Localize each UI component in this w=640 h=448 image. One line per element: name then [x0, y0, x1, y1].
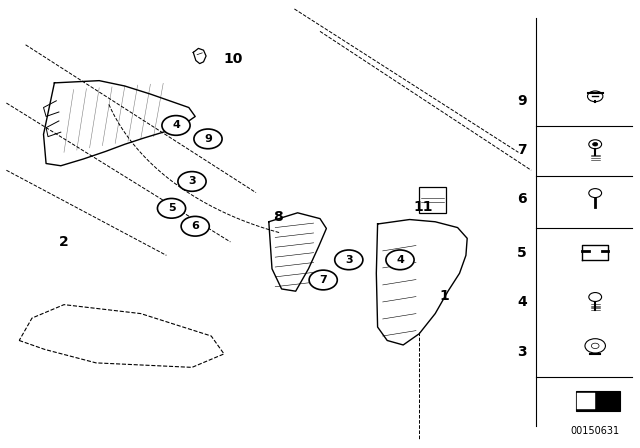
Text: 6: 6 — [517, 192, 527, 207]
Text: 4: 4 — [517, 295, 527, 310]
Text: 5: 5 — [168, 203, 175, 213]
Bar — [576, 391, 620, 411]
Circle shape — [157, 198, 186, 218]
Text: 2: 2 — [59, 235, 69, 249]
Circle shape — [194, 129, 222, 149]
Text: 4: 4 — [172, 121, 180, 130]
Text: 5: 5 — [517, 246, 527, 260]
Text: 3: 3 — [345, 255, 353, 265]
Circle shape — [309, 270, 337, 290]
Text: 1: 1 — [440, 289, 450, 303]
Bar — [419, 187, 446, 213]
Circle shape — [386, 250, 414, 270]
Circle shape — [335, 250, 363, 270]
Text: 4: 4 — [396, 255, 404, 265]
Text: 7: 7 — [517, 143, 527, 157]
Circle shape — [181, 216, 209, 236]
Text: 11: 11 — [414, 200, 433, 214]
Text: 3: 3 — [517, 345, 527, 359]
Text: 8: 8 — [273, 210, 284, 224]
Circle shape — [178, 172, 206, 191]
Text: 6: 6 — [191, 221, 199, 231]
Text: 9: 9 — [517, 94, 527, 108]
Text: 7: 7 — [319, 275, 327, 285]
Bar — [577, 393, 595, 409]
Text: 00150631: 00150631 — [571, 426, 620, 436]
Circle shape — [162, 116, 190, 135]
Text: 3: 3 — [188, 177, 196, 186]
Text: 9: 9 — [204, 134, 212, 144]
Text: 10: 10 — [224, 52, 243, 66]
Circle shape — [593, 142, 598, 146]
